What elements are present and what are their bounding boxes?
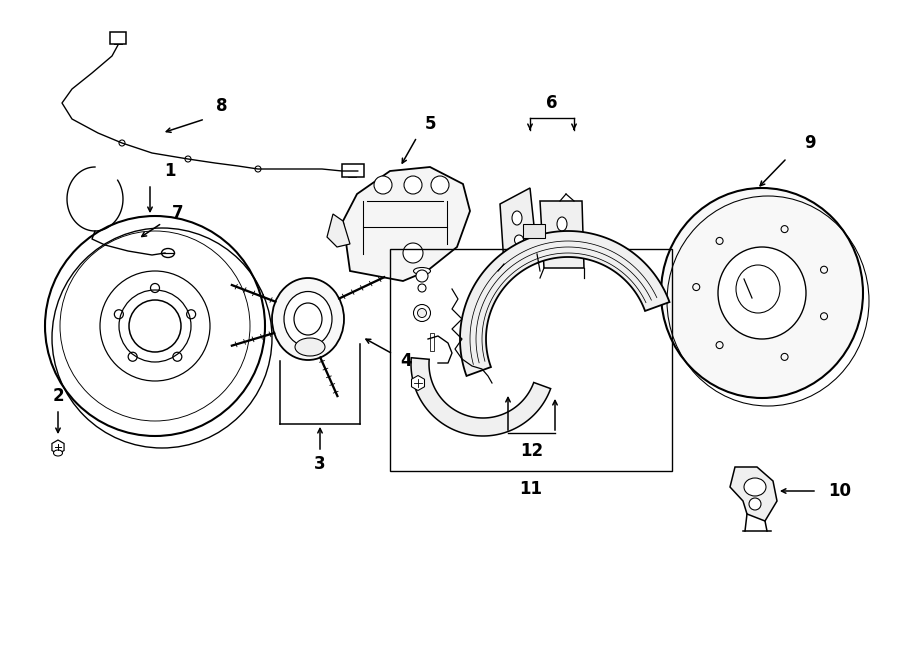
Ellipse shape xyxy=(413,268,430,274)
Ellipse shape xyxy=(418,284,426,292)
Ellipse shape xyxy=(284,292,332,346)
Ellipse shape xyxy=(403,243,423,263)
Polygon shape xyxy=(460,231,670,376)
Ellipse shape xyxy=(749,498,761,510)
Ellipse shape xyxy=(558,241,566,251)
Bar xyxy=(523,223,545,237)
Ellipse shape xyxy=(404,176,422,194)
Text: 7: 7 xyxy=(172,204,184,222)
Ellipse shape xyxy=(718,247,806,339)
Polygon shape xyxy=(730,467,777,521)
Ellipse shape xyxy=(272,278,344,360)
Ellipse shape xyxy=(255,166,261,172)
Ellipse shape xyxy=(53,450,62,456)
Polygon shape xyxy=(500,188,537,264)
Text: 2: 2 xyxy=(52,387,64,405)
Text: 11: 11 xyxy=(519,480,543,498)
Ellipse shape xyxy=(744,478,766,496)
Ellipse shape xyxy=(416,270,428,282)
Ellipse shape xyxy=(515,235,524,245)
Polygon shape xyxy=(411,358,551,436)
Ellipse shape xyxy=(413,305,430,321)
Bar xyxy=(342,164,364,177)
Ellipse shape xyxy=(119,140,125,146)
Text: 10: 10 xyxy=(829,482,851,500)
Text: 12: 12 xyxy=(520,442,544,460)
Text: 4: 4 xyxy=(400,352,412,370)
Ellipse shape xyxy=(512,211,522,225)
Bar xyxy=(110,32,126,44)
Bar xyxy=(430,333,434,351)
Ellipse shape xyxy=(418,309,427,317)
Ellipse shape xyxy=(295,338,325,356)
Text: 8: 8 xyxy=(216,97,228,115)
Text: 3: 3 xyxy=(314,455,326,473)
Bar xyxy=(390,249,672,471)
Ellipse shape xyxy=(557,217,567,231)
Ellipse shape xyxy=(661,188,863,398)
Text: 9: 9 xyxy=(805,134,815,152)
Ellipse shape xyxy=(431,176,449,194)
Ellipse shape xyxy=(161,249,175,258)
Polygon shape xyxy=(343,167,470,281)
Text: 6: 6 xyxy=(546,94,558,112)
Text: 5: 5 xyxy=(424,115,436,133)
Polygon shape xyxy=(327,214,350,247)
Ellipse shape xyxy=(374,176,392,194)
Polygon shape xyxy=(540,201,584,268)
Ellipse shape xyxy=(185,156,191,162)
Ellipse shape xyxy=(294,303,322,335)
Text: 1: 1 xyxy=(164,162,176,180)
